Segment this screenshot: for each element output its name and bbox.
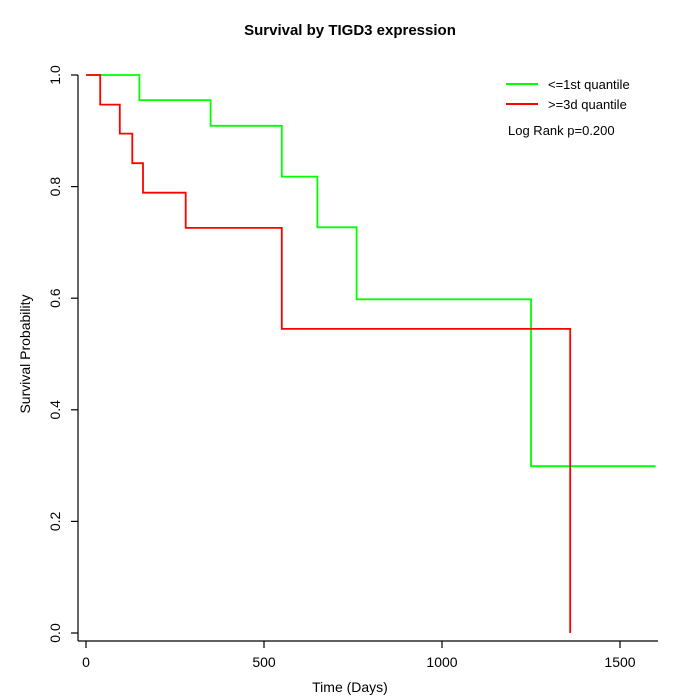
y-tick-label: 0.8 [47,177,63,197]
legend-line-red-icon [506,103,538,105]
legend-label-third-quantile: >=3d quantile [548,96,627,112]
legend-line-green-icon [506,83,538,85]
km-curve-low-expression [86,74,656,468]
y-tick-label: 0.0 [47,623,63,643]
y-tick-label: 1.0 [47,65,63,85]
x-tick-label: 500 [252,654,276,670]
legend-label-first-quantile: <=1st quantile [548,76,630,92]
y-tick-label: 0.4 [47,400,63,420]
y-tick-label: 0.6 [47,288,63,308]
y-tick-label: 0.2 [47,511,63,531]
x-axis-title: Time (Days) [312,679,388,695]
legend: <=1st quantile >=3d quantile Log Rank p=… [506,74,630,138]
x-tick-label: 0 [82,654,90,670]
y-axis-title: Survival Probability [17,294,33,414]
legend-item: <=1st quantile [506,74,630,94]
km-curve-high-expression [86,74,572,633]
x-tick-label: 1500 [604,654,635,670]
legend-item: >=3d quantile [506,94,630,114]
chart-title: Survival by TIGD3 expression [244,22,456,39]
logrank-pvalue: Log Rank p=0.200 [508,123,615,138]
x-tick-label: 1000 [426,654,457,670]
